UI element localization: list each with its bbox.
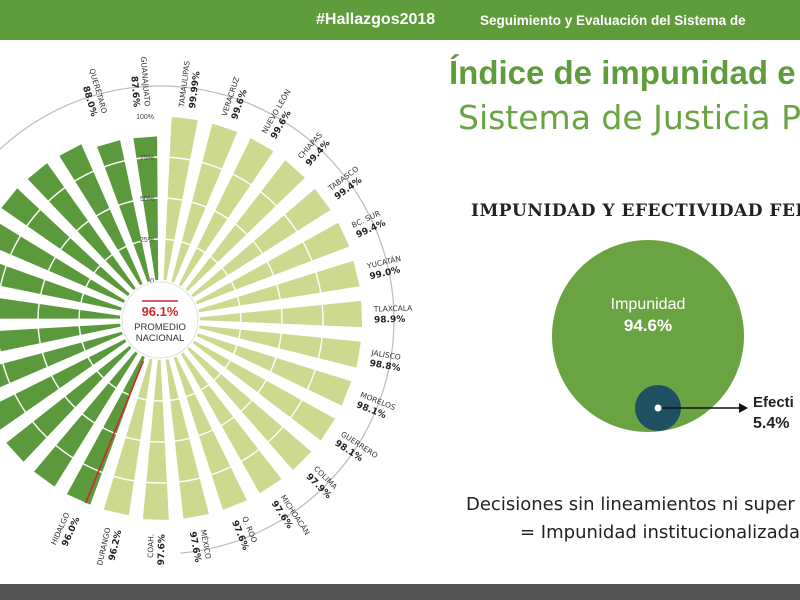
efectividad-value: 5.4% (753, 415, 789, 432)
state-label: TLAXCALA 98.9% (373, 303, 414, 325)
average-line (84, 360, 145, 504)
grid-circle-3 (0, 115, 365, 525)
bar-tabasco (191, 188, 331, 298)
state-value: 87.6% (128, 76, 140, 108)
header-subtitle: Seguimiento y Evaluación del Sistema de (480, 13, 746, 28)
efectividad-label: Efecti (753, 394, 794, 411)
bubble-chart: Impunidad 94.6% Efecti 5.4% (552, 240, 794, 432)
bottom-bar (0, 584, 800, 600)
bar-chiapas (185, 160, 305, 292)
impunidad-label: Impunidad (611, 296, 686, 313)
header-hashtag: #Hallazgos2018 (316, 11, 436, 28)
state-name: COAH. (146, 534, 156, 558)
center-value: 96.1% (142, 304, 179, 319)
state-value: 97.6% (157, 534, 168, 565)
slide-title-line1: Índice de impunidad e (449, 54, 796, 91)
scale-tick: 100% (136, 114, 154, 121)
bar-guanajuato (133, 136, 159, 281)
impunidad-circle (552, 240, 744, 432)
grid-circle-1 (37, 197, 283, 443)
bar-state-28 (59, 144, 143, 286)
state-name: TLAXCALA (373, 303, 414, 313)
impunidad-value: 94.6% (624, 316, 672, 335)
outer-arc (0, 85, 395, 554)
scale-tick: 50% (140, 196, 154, 203)
state-label: COAH. 97.6% (146, 534, 168, 566)
bar-state-23 (0, 298, 121, 319)
scale-tick: 0 (150, 278, 154, 285)
header-bar: #Hallazgos2018 Seguimiento y Evaluación … (0, 0, 800, 40)
bar-durango (103, 358, 153, 516)
bar-state-25 (0, 223, 126, 303)
bar-state-24 (0, 263, 122, 311)
state-name: GUANAJUATO (139, 56, 152, 107)
slide: #Hallazgos2018 Seguimiento y Evaluación … (0, 0, 800, 584)
note-line1: Decisiones sin lineamientos ni super (466, 494, 795, 515)
bar-state-21 (0, 331, 123, 388)
bar-nuevo-león (178, 138, 274, 287)
efectividad-dot (654, 404, 662, 412)
bar-querétaro (97, 140, 151, 282)
bar-guerrero (192, 340, 335, 441)
state-value: 99.99% (188, 71, 202, 109)
center-circle (121, 281, 199, 359)
scale-tick: 75% (140, 155, 154, 162)
state-value: 98.9% (374, 315, 406, 326)
bar-state-20 (0, 339, 127, 430)
center-label: PROMEDIO (134, 322, 186, 333)
bar-bc-sur (195, 222, 350, 305)
grid-circle-2 (0, 156, 324, 484)
slide-title-line2: Sistema de Justicia Pe (458, 98, 800, 137)
section-title: IMPUNIDAD Y EFECTIVIDAD FED (471, 201, 800, 221)
bar-veracruz (171, 123, 238, 283)
grid-circle-0 (78, 238, 242, 402)
bar-state-22 (0, 323, 121, 352)
bar-coah- (142, 359, 169, 520)
bar-michoacán (181, 352, 282, 494)
scale-tick: 25% (140, 237, 154, 244)
arrow-head-icon (739, 403, 748, 413)
center-label: NACIONAL (136, 333, 185, 344)
bar-colima (187, 347, 312, 471)
note-line2: = Impunidad institucionalizada (520, 522, 800, 543)
